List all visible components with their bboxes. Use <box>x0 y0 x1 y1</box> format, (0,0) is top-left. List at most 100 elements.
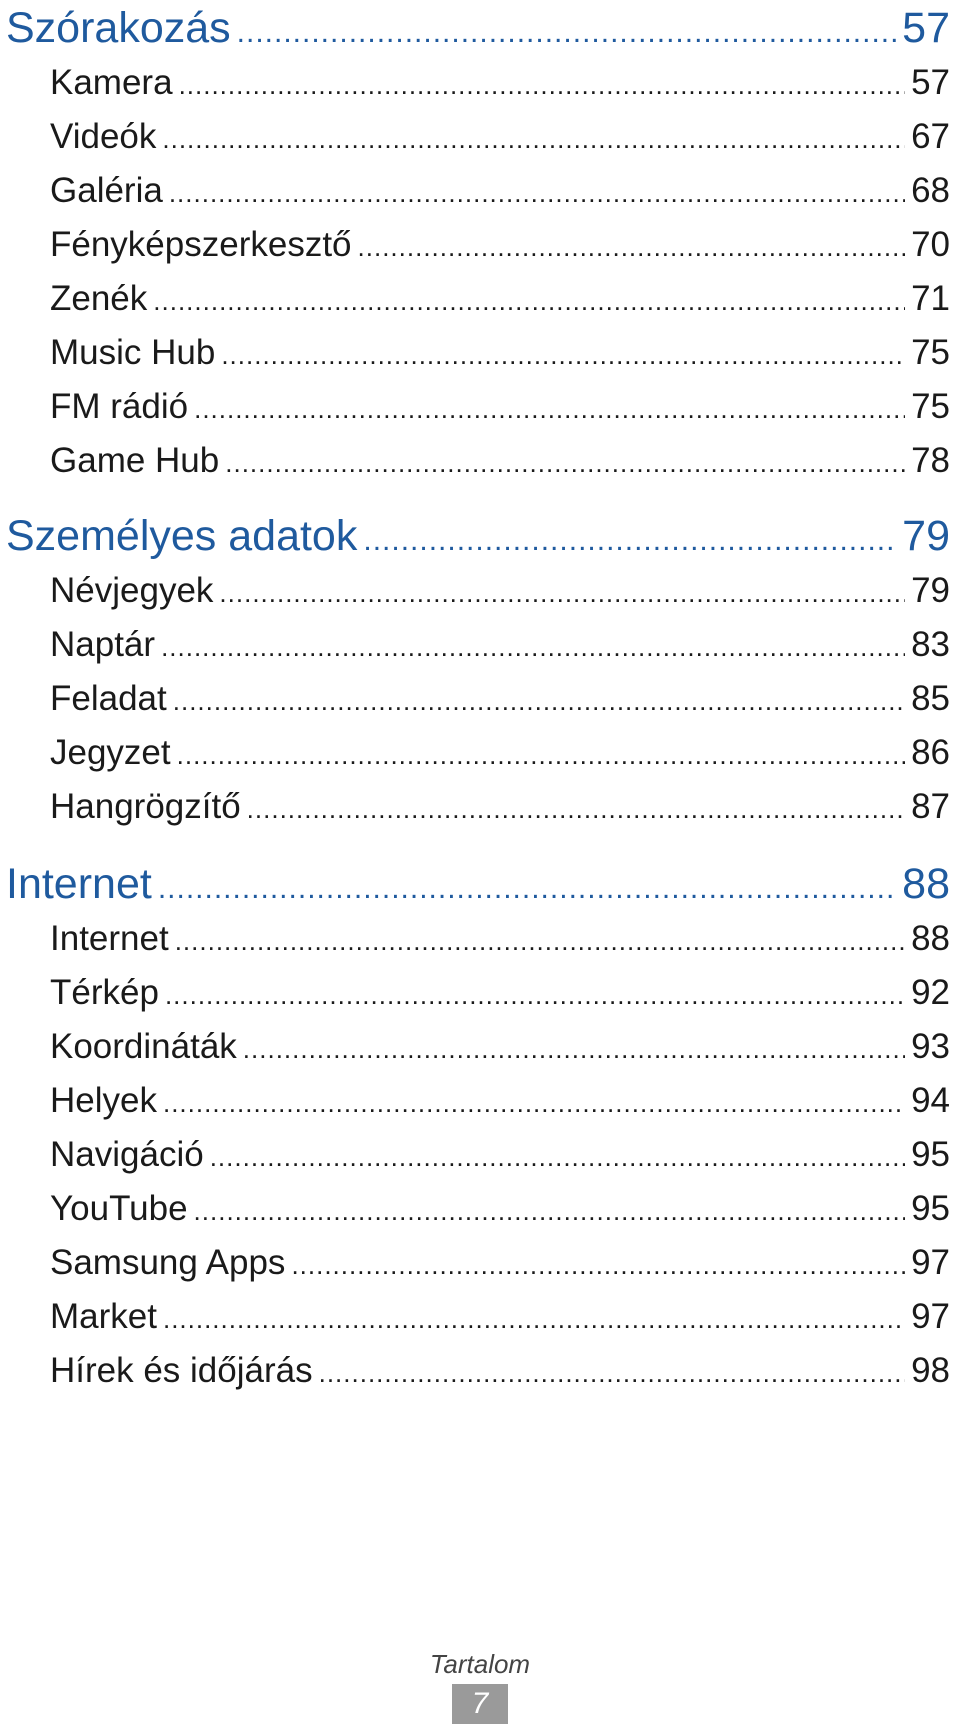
toc-entry[interactable]: Music Hub 75 <box>0 326 950 380</box>
toc-entry-label: Jegyzet <box>50 733 171 772</box>
toc-entry-label: Feladat <box>50 679 167 718</box>
toc-entry-page-number: 68 <box>911 171 950 210</box>
toc-entry[interactable]: Térkép 92 <box>0 966 950 1020</box>
toc-entry[interactable]: Helyek 94 <box>0 1074 950 1128</box>
toc-section-heading[interactable]: Személyes adatok 79 <box>0 508 950 564</box>
dot-leader <box>177 728 905 780</box>
toc-entry-page-number: 70 <box>911 225 950 264</box>
toc-section: Internet 88 Internet 88 Térkép 92 Koordináták 9… <box>0 834 960 1398</box>
toc-entry-label: Market <box>50 1297 157 1336</box>
toc-entry-page-number: 95 <box>911 1135 950 1174</box>
dot-leader <box>219 566 905 618</box>
toc-entry[interactable]: Samsung Apps 97 <box>0 1236 950 1290</box>
toc-entry[interactable]: Kamera 57 <box>0 56 950 110</box>
toc-entry-page-number: 97 <box>911 1243 950 1282</box>
toc-entry-label: Kamera <box>50 63 173 102</box>
toc-entry-label: FM rádió <box>50 387 189 426</box>
page-number-badge: 7 <box>452 1684 508 1724</box>
toc-entry-page-number: 98 <box>911 1351 950 1390</box>
toc-entry[interactable]: Internet 88 <box>0 912 950 966</box>
dot-leader <box>163 1292 905 1344</box>
toc-entry-label: Névjegyek <box>50 571 214 610</box>
toc-entry[interactable]: Névjegyek 79 <box>0 564 950 618</box>
toc-entry-page-number: 97 <box>911 1297 950 1336</box>
toc-entry-label: YouTube <box>50 1189 188 1228</box>
toc-entry-label: Fényképszerkesztő <box>50 225 352 264</box>
table-of-contents: Szórakozás 57 Kamera 57 Videók 67 Galéria 68 Fén… <box>0 0 960 1398</box>
dot-leader <box>221 328 905 380</box>
toc-entry[interactable]: Naptár 83 <box>0 618 950 672</box>
toc-entry-page-number: 87 <box>911 787 950 826</box>
toc-section-heading-label: Személyes adatok <box>6 512 358 560</box>
toc-entry[interactable]: Game Hub 78 <box>0 434 950 488</box>
footer-section-label: Tartalom <box>429 1649 531 1679</box>
toc-entry-label: Navigáció <box>50 1135 204 1174</box>
toc-entry[interactable]: Navigáció 95 <box>0 1128 950 1182</box>
dot-leader <box>237 5 896 56</box>
toc-entry-page-number: 93 <box>911 1027 950 1066</box>
toc-entry-label: Koordináták <box>50 1027 237 1066</box>
toc-entry[interactable]: Feladat 85 <box>0 672 950 726</box>
toc-entry-page-number: 75 <box>911 387 950 426</box>
dot-leader <box>165 968 905 1020</box>
dot-leader <box>194 1184 906 1236</box>
dot-leader <box>319 1346 905 1398</box>
toc-entry-page-number: 94 <box>911 1081 950 1120</box>
dot-leader <box>291 1238 905 1290</box>
page-footer: Tartalom 7 <box>0 1648 960 1724</box>
toc-entry-label: Galéria <box>50 171 163 210</box>
toc-section-heading[interactable]: Internet 88 <box>0 856 950 912</box>
dot-leader <box>225 436 905 488</box>
dot-leader <box>161 620 905 672</box>
toc-entry-page-number: 85 <box>911 679 950 718</box>
toc-entry-page-number: 92 <box>911 973 950 1012</box>
toc-entry-page-number: 86 <box>911 733 950 772</box>
dot-leader <box>162 112 905 164</box>
dot-leader <box>243 1022 905 1074</box>
toc-entry[interactable]: Koordináták 93 <box>0 1020 950 1074</box>
toc-entry-label: Game Hub <box>50 441 220 480</box>
toc-section-heading-label: Internet <box>6 860 152 908</box>
toc-section-heading[interactable]: Szórakozás 57 <box>0 0 950 56</box>
toc-entry[interactable]: Galéria 68 <box>0 164 950 218</box>
dot-leader <box>175 914 905 966</box>
toc-entry-label: Térkép <box>50 973 159 1012</box>
dot-leader <box>194 382 905 434</box>
toc-entry[interactable]: Hírek és időjárás 98 <box>0 1344 950 1398</box>
toc-entry-page-number: 67 <box>911 117 950 156</box>
toc-entry-label: Internet <box>50 919 169 958</box>
toc-entry-page-number: 78 <box>911 441 950 480</box>
toc-entry[interactable]: YouTube 95 <box>0 1182 950 1236</box>
toc-entry[interactable]: Videók 67 <box>0 110 950 164</box>
toc-entry-label: Videók <box>50 117 157 156</box>
toc-entry-page-number: 75 <box>911 333 950 372</box>
toc-entry-label: Samsung Apps <box>50 1243 286 1282</box>
toc-section-heading-label: Szórakozás <box>6 4 231 52</box>
toc-section-heading-page-number: 88 <box>902 860 950 908</box>
toc-entry-label: Naptár <box>50 625 156 664</box>
toc-entry[interactable]: Market 97 <box>0 1290 950 1344</box>
toc-entry-page-number: 79 <box>911 571 950 610</box>
dot-leader <box>363 513 896 564</box>
toc-entry-label: Hírek és időjárás <box>50 1351 313 1390</box>
toc-entry-label: Hangrögzítő <box>50 787 241 826</box>
dot-leader <box>169 166 905 218</box>
dot-leader <box>358 220 906 272</box>
toc-entry-label: Zenék <box>50 279 148 318</box>
dot-leader <box>247 782 905 834</box>
toc-section: Szórakozás 57 Kamera 57 Videók 67 Galéria 68 Fén… <box>0 0 960 488</box>
toc-entry[interactable]: Zenék 71 <box>0 272 950 326</box>
toc-entry[interactable]: Fényképszerkesztő 70 <box>0 218 950 272</box>
toc-entry[interactable]: Jegyzet 86 <box>0 726 950 780</box>
toc-entry[interactable]: FM rádió 75 <box>0 380 950 434</box>
dot-leader <box>210 1130 905 1182</box>
dot-leader <box>153 274 905 326</box>
toc-entry-page-number: 83 <box>911 625 950 664</box>
toc-entry[interactable]: Hangrögzítő 87 <box>0 780 950 834</box>
toc-entry-page-number: 71 <box>911 279 950 318</box>
dot-leader <box>163 1076 905 1128</box>
toc-entry-page-number: 88 <box>911 919 950 958</box>
dot-leader <box>179 58 906 110</box>
toc-entry-label: Helyek <box>50 1081 157 1120</box>
dot-leader <box>173 674 905 726</box>
